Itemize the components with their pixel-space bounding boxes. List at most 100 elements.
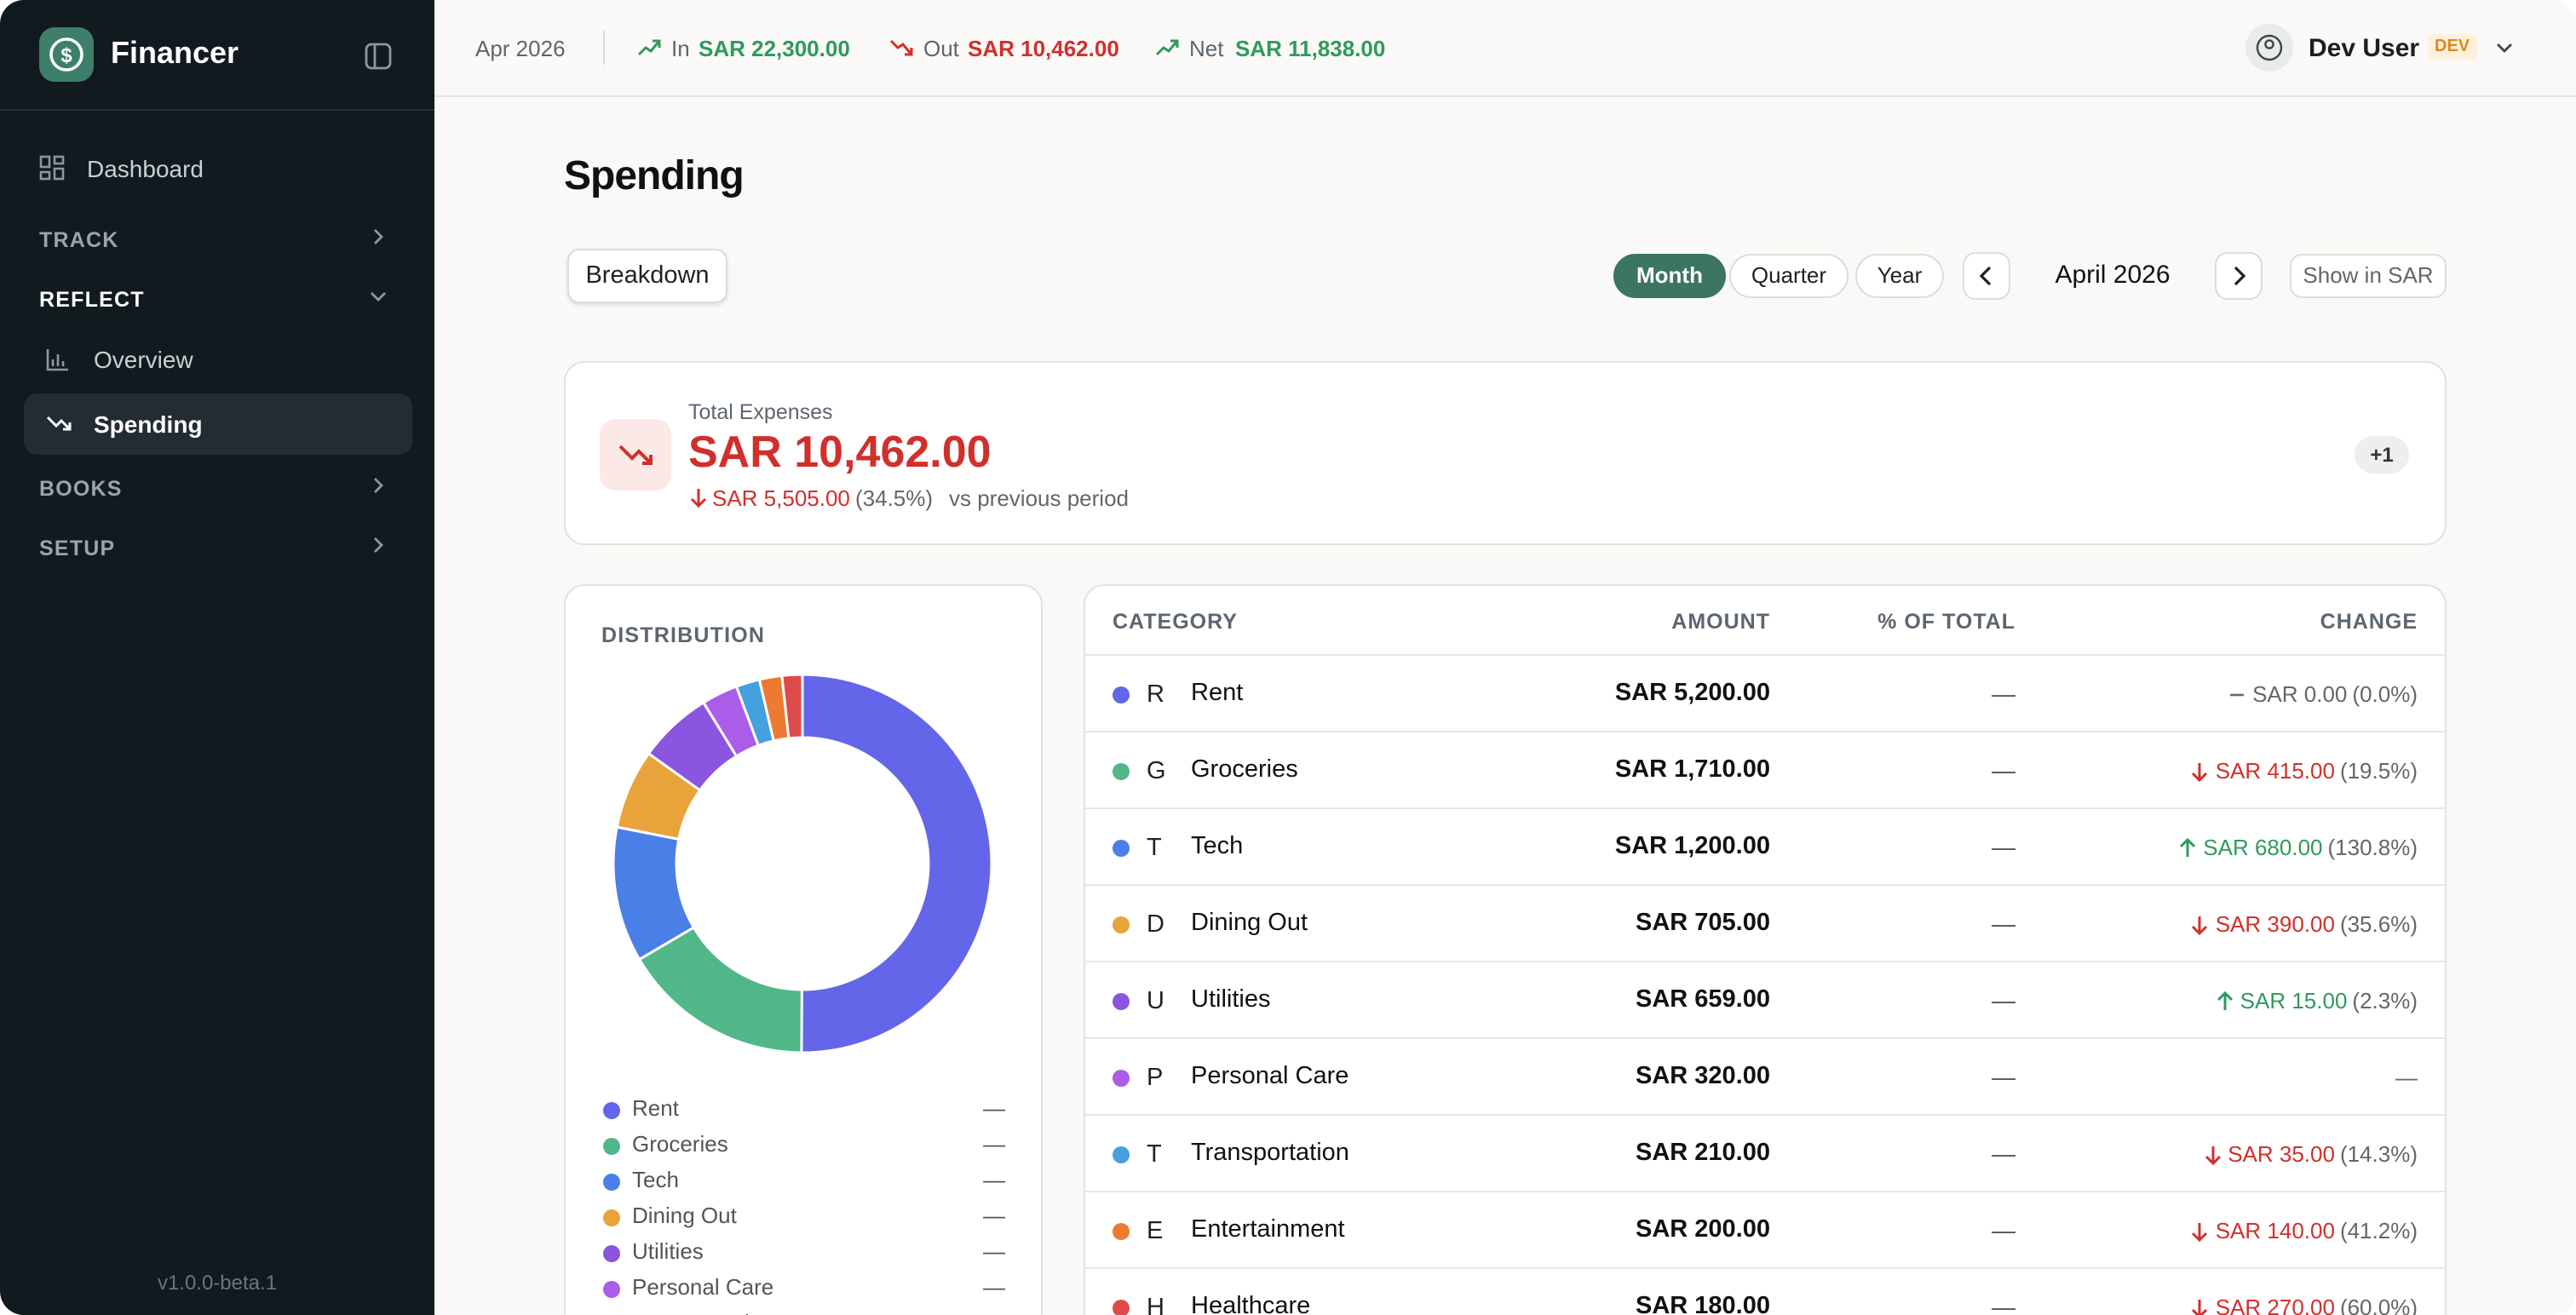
change: SAR 35.00 (14.3%) [2202, 1116, 2418, 1192]
change-pct: (130.8%) [2327, 835, 2418, 860]
amount: SAR 5,200.00 [1614, 680, 1770, 707]
user-menu-chevron[interactable] [2494, 39, 2515, 56]
table-row: R Rent SAR 5,200.00 — SAR 0.00 (0.0%) [1085, 654, 2445, 732]
in-icon [637, 39, 661, 56]
legend-share: — [983, 1274, 1005, 1300]
range-quarter[interactable]: Quarter [1729, 254, 1849, 298]
category-name: Healthcare [1191, 1293, 1311, 1315]
category-name: Entertainment [1191, 1216, 1345, 1243]
share: — [1992, 910, 2015, 937]
nav-section[interactable]: TRACK [39, 228, 119, 252]
nav-section[interactable]: REFLECT [39, 288, 145, 312]
legend-dot [603, 1102, 620, 1119]
prev-button[interactable] [1963, 252, 2010, 300]
change-icon [2180, 837, 2196, 856]
header-amount: AMOUNT [1671, 610, 1770, 634]
change-icon [2205, 1146, 2221, 1164]
period: Apr 2026 [475, 36, 566, 61]
change-pct: (60.0%) [2339, 1295, 2418, 1315]
legend-share: — [983, 1131, 1005, 1157]
breakdown-tab[interactable]: Breakdown [567, 249, 727, 303]
currency-button[interactable]: Show in SAR [2290, 254, 2447, 298]
change: SAR 270.00 (60.0%) [2190, 1269, 2418, 1315]
in-label: In [671, 36, 690, 61]
category-initial: D [1147, 911, 1164, 939]
category-name: Personal Care [1191, 1063, 1349, 1090]
svg-text:$: $ [60, 44, 72, 67]
divider [603, 31, 605, 65]
change-amount: — [2395, 1065, 2418, 1090]
change-pct: (19.5%) [2339, 758, 2418, 784]
category-initial: P [1147, 1065, 1164, 1092]
change-pct: (41.2%) [2339, 1218, 2418, 1243]
legend-share: — [983, 1167, 1005, 1192]
range-year[interactable]: Year [1855, 254, 1944, 298]
category-initial: E [1147, 1218, 1164, 1245]
share: — [1992, 680, 2015, 707]
range-month[interactable]: Month [1613, 254, 1726, 298]
donut-chart [612, 673, 993, 1054]
category-initial: G [1147, 758, 1166, 785]
category-initial: U [1147, 988, 1164, 1015]
category-name: Tech [1191, 833, 1244, 860]
topbar: Apr 2026 In SAR 22,300.00 Out SAR 10,462… [434, 0, 2576, 97]
out-value: SAR 10,462.00 [968, 36, 1119, 61]
share: — [1992, 1216, 2015, 1243]
summary-badge[interactable]: +1 [2355, 436, 2409, 474]
distribution-title: DISTRIBUTION [601, 623, 766, 647]
nav-section[interactable]: SETUP [39, 537, 116, 560]
summary-compare: vs previous period [949, 485, 1129, 511]
legend-dot [603, 1245, 620, 1262]
change: SAR 680.00 (130.8%) [2177, 809, 2418, 886]
category-name: Transportation [1191, 1140, 1349, 1167]
category-name: Dining Out [1191, 910, 1308, 937]
next-button[interactable] [2215, 252, 2263, 300]
category-dot [1113, 686, 1130, 703]
user-avatar[interactable] [2245, 24, 2293, 72]
overview-icon [46, 349, 68, 371]
change-icon [2217, 991, 2233, 1009]
table-row: D Dining Out SAR 705.00 — SAR 390.00 (35.6%) [1085, 884, 2445, 962]
nav-dashboard[interactable]: Dashboard [87, 155, 204, 182]
amount: SAR 705.00 [1636, 910, 1770, 937]
amount: SAR 659.00 [1636, 986, 1770, 1014]
category-dot [1113, 916, 1130, 933]
table-row: G Groceries SAR 1,710.00 — SAR 415.00 (19.5%) [1085, 731, 2445, 809]
change-amount: SAR 0.00 [2252, 681, 2348, 707]
logo-icon: $ [49, 37, 83, 72]
change-amount: SAR 15.00 [2240, 988, 2348, 1014]
share: — [1992, 1293, 2015, 1315]
category-dot [1113, 1300, 1130, 1315]
nav-section[interactable]: BOOKS [39, 477, 123, 501]
donut-slice [780, 673, 804, 740]
summary-label: Total Expenses [688, 400, 833, 424]
legend-share: — [983, 1238, 1005, 1264]
change: SAR 415.00 (19.5%) [2190, 732, 2418, 809]
user-name[interactable]: Dev User [2309, 34, 2420, 63]
collapse-button[interactable] [365, 43, 392, 70]
change: SAR 390.00 (35.6%) [2190, 886, 2418, 962]
legend-dot [603, 1209, 620, 1226]
table-row: E Entertainment SAR 200.00 — SAR 140.00 (41.2… [1085, 1191, 2445, 1269]
legend-name: Dining Out [632, 1203, 737, 1228]
category-dot [1113, 1070, 1130, 1087]
category-initial: R [1147, 681, 1164, 709]
header-share: % OF TOTAL [1877, 610, 2015, 634]
legend-name: Utilities [632, 1238, 704, 1264]
legend-name: Transportation [632, 1310, 774, 1315]
nav-overview[interactable]: Overview [94, 346, 193, 373]
category-initial: T [1147, 835, 1162, 862]
version: v1.0.0-beta.1 [157, 1271, 278, 1295]
page-title: Spending [564, 153, 745, 199]
nav-spending[interactable]: Spending [94, 411, 203, 438]
divider [0, 109, 434, 111]
share: — [1992, 1063, 2015, 1090]
legend-dot [603, 1174, 620, 1191]
out-label: Out [923, 36, 959, 61]
net-icon [1155, 39, 1179, 56]
dashboard-icon [39, 155, 65, 181]
legend-dot [603, 1281, 620, 1298]
change-pct: (2.3%) [2352, 988, 2418, 1014]
